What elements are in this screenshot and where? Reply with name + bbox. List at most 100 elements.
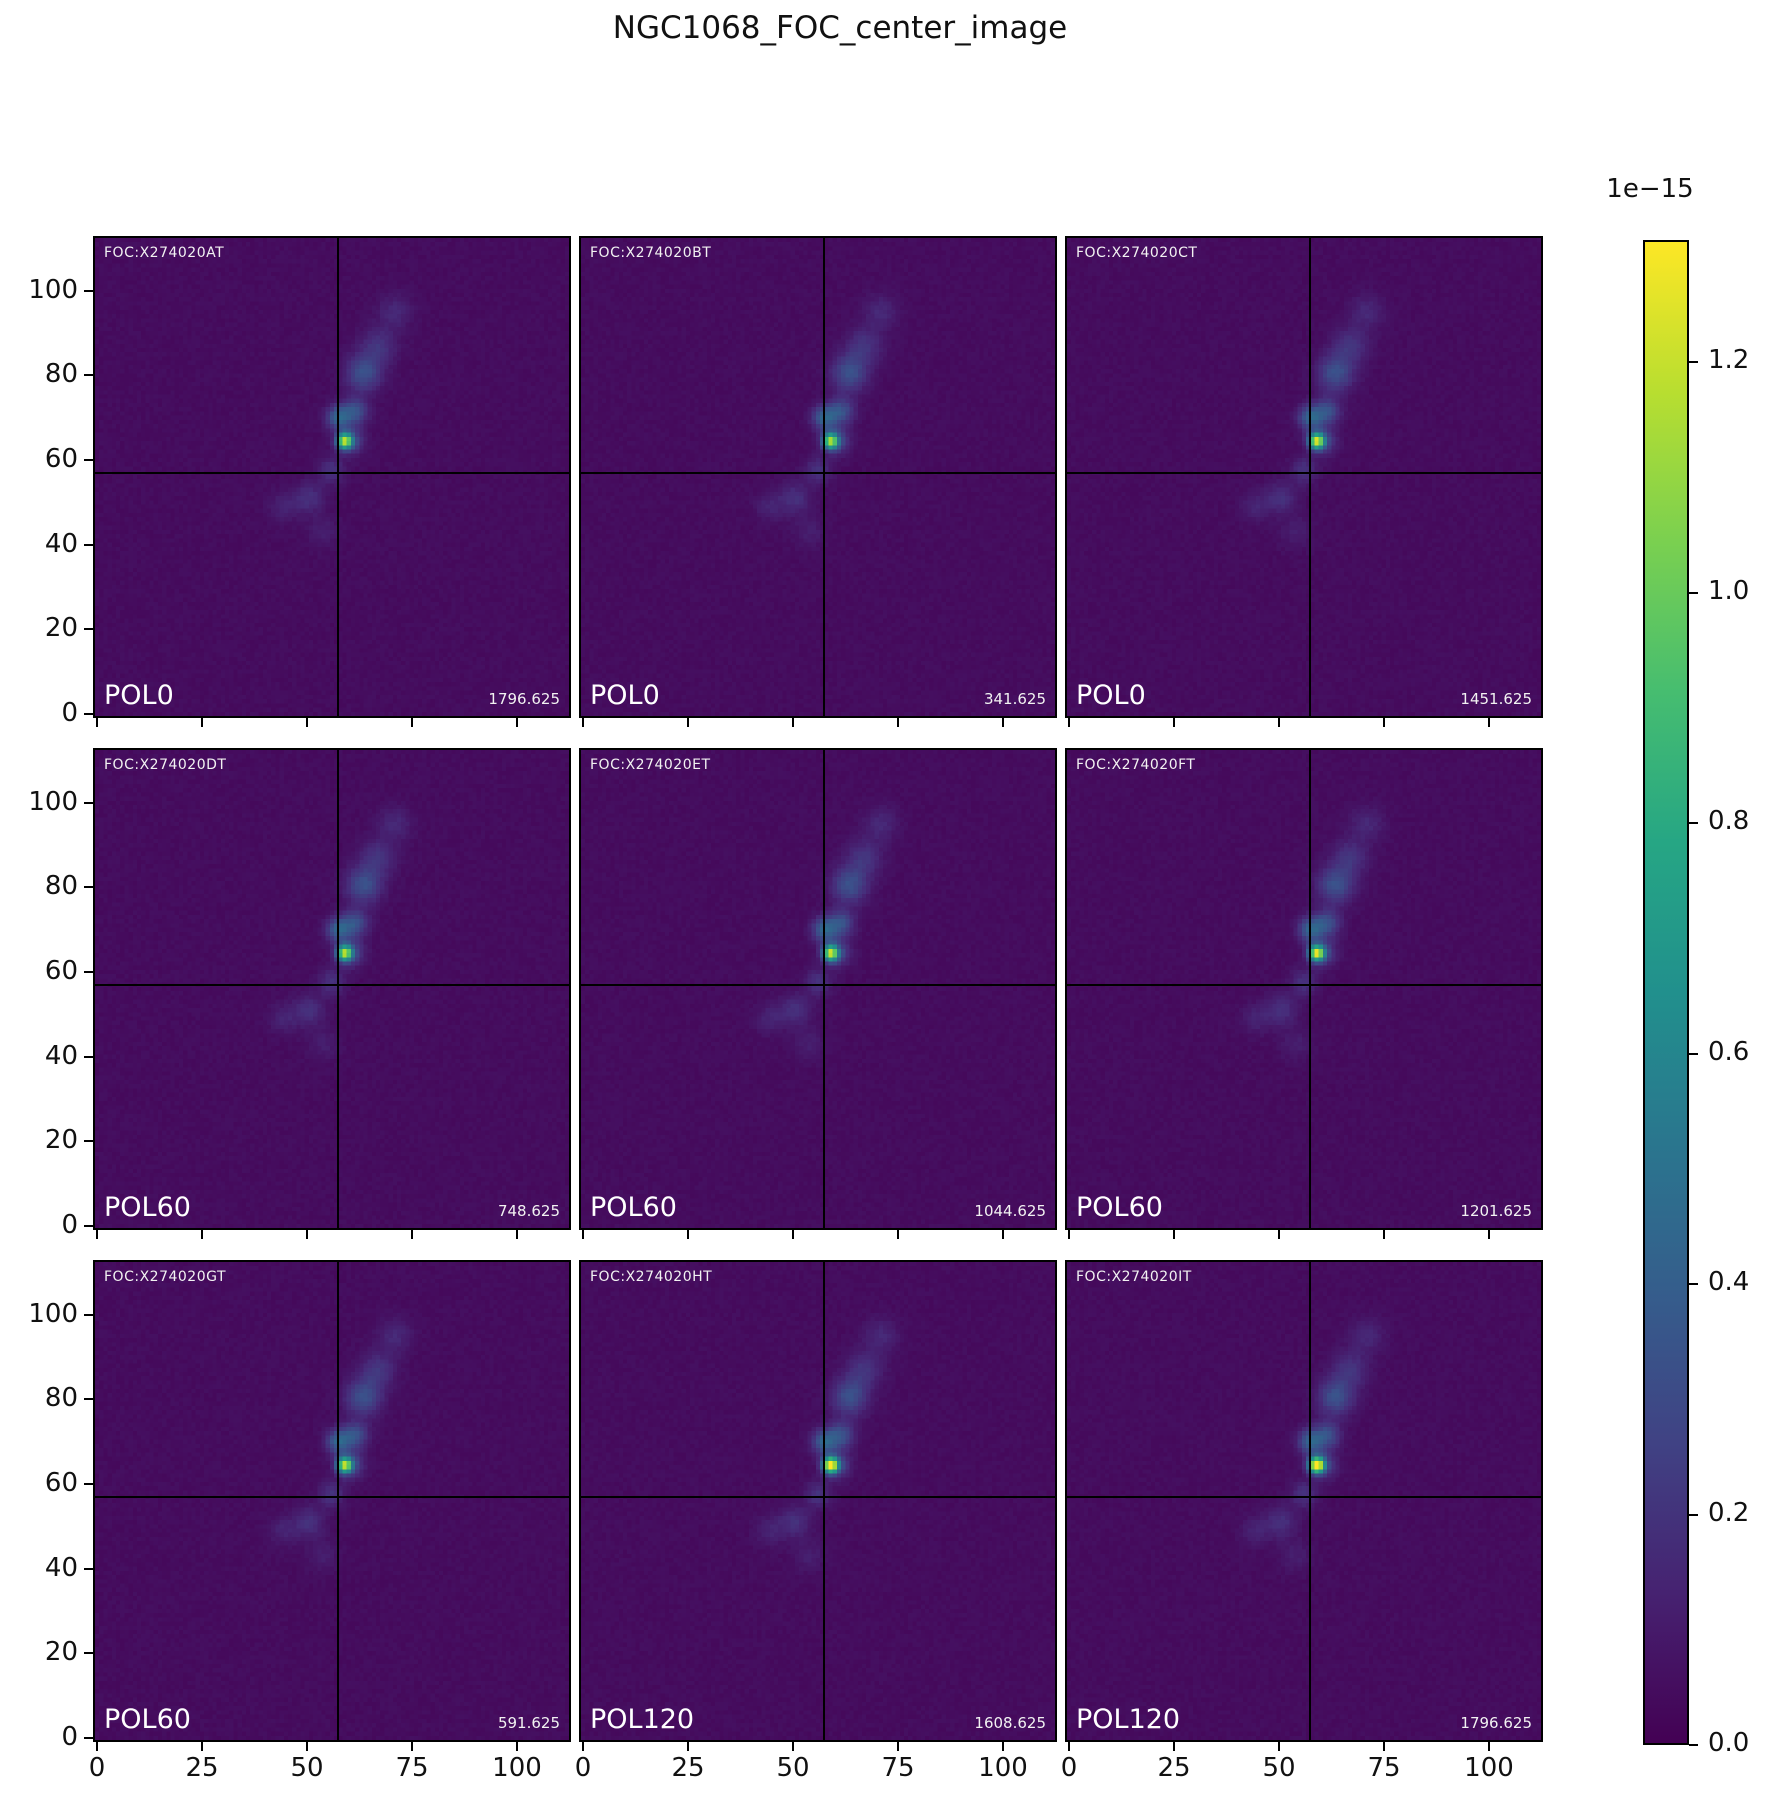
x-axis-tick (201, 718, 203, 727)
y-axis-tick (84, 1483, 93, 1485)
colorbar-tick-label: 0.6 (1708, 1037, 1750, 1067)
y-axis-tick-label: 80 (44, 871, 78, 901)
y-axis-tick-label: 0 (61, 1722, 78, 1752)
polarizer-label: POL0 (1076, 680, 1146, 711)
y-axis-tick (84, 290, 93, 292)
y-axis-tick (84, 1225, 93, 1227)
colorbar-tick-label: 1.0 (1708, 576, 1750, 606)
x-axis-tick (792, 1742, 794, 1751)
x-axis-tick-label: 50 (776, 1753, 810, 1783)
colorbar (1643, 240, 1689, 1745)
y-axis-tick (84, 1652, 93, 1654)
exposure-value: 1608.625 (974, 1714, 1046, 1732)
colorbar-tick-label: 0.0 (1708, 1728, 1750, 1758)
y-axis-tick (84, 886, 93, 888)
exposure-value: 1796.625 (1460, 1714, 1532, 1732)
exposure-value: 341.625 (983, 690, 1046, 708)
exposure-value: 1044.625 (974, 1202, 1046, 1220)
crosshair-vertical (1309, 1262, 1311, 1740)
y-axis-tick (84, 544, 93, 546)
x-axis-tick (1002, 1230, 1004, 1239)
y-axis-tick-label: 60 (44, 956, 78, 986)
x-axis-tick-label: 100 (978, 1753, 1028, 1783)
crosshair-horizontal (95, 984, 569, 986)
x-axis-tick (1383, 718, 1385, 727)
polarizer-label: POL60 (590, 1192, 677, 1223)
polarizer-label: POL60 (104, 1192, 191, 1223)
exposure-value: 1796.625 (488, 690, 560, 708)
crosshair-vertical (1309, 238, 1311, 716)
colorbar-tick-label: 0.4 (1708, 1267, 1750, 1297)
exposure-value: 1451.625 (1460, 690, 1532, 708)
crosshair-horizontal (95, 1496, 569, 1498)
crosshair-vertical (337, 750, 339, 1228)
crosshair-horizontal (1067, 1496, 1541, 1498)
heatmap-canvas (95, 750, 569, 1228)
y-axis-tick (84, 1314, 93, 1316)
x-axis-tick (411, 1742, 413, 1751)
panel-X274020AT: FOC:X274020AT POL0 1796.625 (93, 236, 571, 718)
detector-label: FOC:X274020CT (1076, 245, 1198, 261)
colorbar-tick (1689, 1514, 1698, 1516)
crosshair-vertical (823, 1262, 825, 1740)
heatmap-canvas (581, 1262, 1055, 1740)
x-axis-tick (1278, 718, 1280, 727)
x-axis-tick-label: 100 (1464, 1753, 1514, 1783)
heatmap-canvas (581, 238, 1055, 716)
x-axis-tick (1173, 718, 1175, 727)
detector-label: FOC:X274020DT (104, 757, 227, 773)
exposure-value: 1201.625 (1460, 1202, 1532, 1220)
x-axis-tick (1488, 1230, 1490, 1239)
heatmap-canvas (1067, 1262, 1541, 1740)
detector-label: FOC:X274020ET (590, 757, 711, 773)
panel-X274020BT: FOC:X274020BT POL0 341.625 (579, 236, 1057, 718)
detector-label: FOC:X274020IT (1076, 1269, 1192, 1285)
crosshair-horizontal (1067, 472, 1541, 474)
panel-X274020IT: FOC:X274020IT POL120 1796.625 (1065, 1260, 1543, 1742)
detector-label: FOC:X274020AT (104, 245, 225, 261)
y-axis-tick-label: 100 (28, 1299, 78, 1329)
y-axis-tick (84, 374, 93, 376)
x-axis-tick (582, 1742, 584, 1751)
crosshair-vertical (823, 750, 825, 1228)
y-axis-tick-label: 100 (28, 787, 78, 817)
x-axis-tick (96, 718, 98, 727)
x-axis-tick-label: 0 (88, 1753, 106, 1783)
x-axis-tick (1068, 718, 1070, 727)
x-axis-tick (1278, 1742, 1280, 1751)
x-axis-tick (516, 1742, 518, 1751)
x-axis-tick (582, 718, 584, 727)
x-axis-tick-label: 75 (881, 1753, 915, 1783)
y-axis-tick (84, 1568, 93, 1570)
x-axis-tick (516, 718, 518, 727)
crosshair-vertical (337, 238, 339, 716)
x-axis-tick (792, 718, 794, 727)
y-axis-tick-label: 40 (44, 1553, 78, 1583)
colorbar-tick (1689, 361, 1698, 363)
x-axis-tick (306, 718, 308, 727)
colorbar-tick (1689, 1744, 1698, 1746)
x-axis-tick (516, 1230, 518, 1239)
y-axis-tick (84, 1140, 93, 1142)
y-axis-tick (84, 802, 93, 804)
y-axis-tick-label: 60 (44, 1468, 78, 1498)
x-axis-tick (1068, 1230, 1070, 1239)
colorbar-tick (1689, 1283, 1698, 1285)
crosshair-horizontal (95, 472, 569, 474)
x-axis-tick-label: 75 (1367, 1753, 1401, 1783)
y-axis-tick-label: 80 (44, 1383, 78, 1413)
panel-X274020CT: FOC:X274020CT POL0 1451.625 (1065, 236, 1543, 718)
polarizer-label: POL120 (1076, 1704, 1181, 1735)
x-axis-tick (687, 1742, 689, 1751)
exposure-value: 591.625 (497, 1714, 560, 1732)
x-axis-tick (1383, 1742, 1385, 1751)
x-axis-tick (1068, 1742, 1070, 1751)
y-axis-tick-label: 100 (28, 275, 78, 305)
x-axis-tick (1383, 1230, 1385, 1239)
heatmap-canvas (581, 750, 1055, 1228)
exposure-value: 748.625 (497, 1202, 560, 1220)
x-axis-tick (1488, 1742, 1490, 1751)
x-axis-tick (1002, 1742, 1004, 1751)
polarizer-label: POL120 (590, 1704, 695, 1735)
